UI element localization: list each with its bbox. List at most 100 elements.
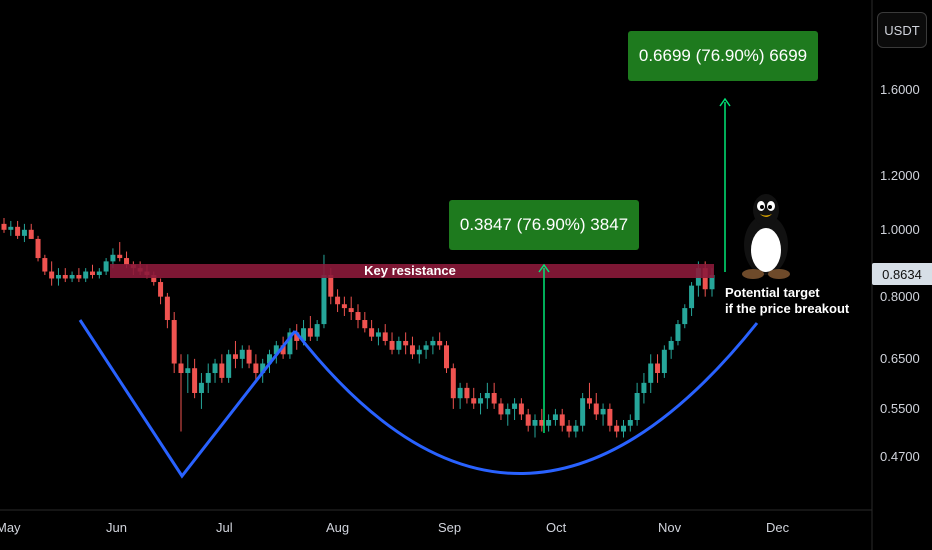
candle-body [518,403,524,415]
y-tick: 1.2000 [880,168,920,183]
candle-body [287,332,293,355]
candle-body [314,324,320,337]
x-tick: Nov [658,520,682,535]
candle-body [430,340,436,346]
y-tick: 1.0000 [880,222,920,237]
candle-body [69,274,75,279]
candle-body [484,392,490,399]
candle-body [546,420,552,426]
candle-body [226,354,232,378]
time-axis: May Jun Jul Aug Sep Oct Nov Dec [0,509,872,535]
candle-body [341,304,347,309]
last-price-tag: 0.8634 [872,263,932,285]
y-tick: 0.4700 [880,449,920,464]
candle-body [355,312,361,321]
candle-body [21,229,27,236]
candle-body [498,403,504,415]
candle-body [192,368,198,393]
candle-body [614,425,620,432]
y-tick: 0.6500 [880,351,920,366]
candle-body [212,363,218,374]
candle-body [450,368,456,399]
target-arrow-1-head [538,263,550,273]
target-label-2: 0.6699 (76.90%) 6699 [628,31,818,81]
candle-body [375,332,381,337]
candle-body [294,332,300,341]
x-tick: Aug [326,520,349,535]
candle-body [198,382,204,393]
candle-body [464,387,470,399]
candle-body [641,382,647,393]
x-tick: Jul [216,520,233,535]
candle-body [702,268,708,290]
pattern-lines [78,319,759,479]
candle-body [55,274,61,279]
candle-body [607,408,613,426]
x-tick: May [0,520,21,535]
candle-body [301,328,307,341]
candle-body [178,363,184,374]
candle-body [28,229,34,239]
currency-button[interactable]: USDT [877,12,927,48]
y-tick: 0.8000 [880,289,920,304]
w-bottom-line [78,319,297,479]
candle-body [573,425,579,432]
annotation-line-1: Potential target [725,285,820,300]
x-tick: Dec [766,520,790,535]
x-tick: Jun [106,520,127,535]
candle-body [600,408,606,415]
key-resistance-zone [110,264,714,278]
price-axis: 1.6000 1.2000 1.0000 0.8000 0.6500 0.550… [871,0,920,550]
candle-body [621,425,626,432]
candle-body [444,345,449,369]
candle-body [239,349,245,359]
candle-body [96,271,102,275]
candle-body [124,258,130,265]
candle-body [586,398,592,404]
candle-body [1,223,7,230]
candle-body [648,363,654,383]
candle-body [525,414,531,426]
candle-body [171,320,177,364]
candle-body [15,226,21,236]
candle-body [49,271,55,279]
candle-body [253,363,259,374]
candle-body [552,414,558,421]
target-arrows [538,97,731,433]
candle-body [267,354,272,364]
candle-body [566,425,572,432]
candle-body [403,340,409,346]
candle-body [437,340,443,346]
candle-body [219,363,225,378]
candle-body [328,274,334,297]
candle-body [307,328,313,337]
candle-body [491,392,497,404]
candle-body [409,345,415,355]
candle-body [321,274,327,325]
candle-body [512,403,518,409]
candle-body [532,420,538,426]
candle-body [260,363,266,374]
candle-body [661,349,667,374]
cup-bottom-curve [293,322,759,475]
breakout-annotation: Potential target if the price breakout [725,285,849,317]
tux-icon [742,194,790,279]
candle-body [689,285,695,309]
candle-body [158,282,164,297]
candle-body [675,324,681,341]
candle-body [8,226,14,230]
candle-body [505,408,511,415]
candle-body [423,345,429,350]
candlestick-series [1,218,715,438]
candle-body [348,308,354,313]
candle-body [471,398,477,404]
x-tick: Oct [546,520,567,535]
candle-body [76,274,82,279]
candle-body [205,373,211,383]
candle-body [682,308,688,325]
target-arrow-2-head [719,97,731,107]
candle-body [83,271,89,279]
x-tick: Sep [438,520,461,535]
annotation-line-2: if the price breakout [725,301,850,316]
